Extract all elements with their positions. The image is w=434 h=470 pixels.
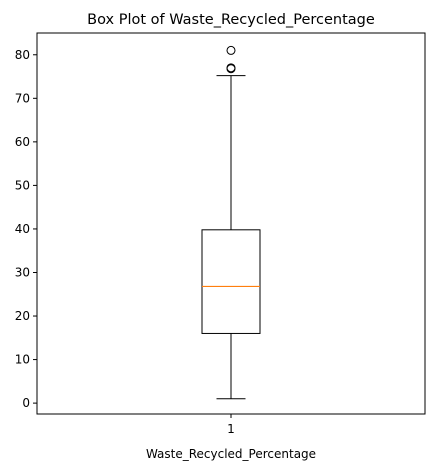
x-axis-label: Waste_Recycled_Percentage — [146, 447, 316, 461]
y-tick-label: 20 — [15, 309, 30, 323]
y-tick-label: 0 — [22, 396, 30, 410]
iqr-box — [201, 229, 261, 334]
x-tick-label: 1 — [227, 422, 235, 436]
y-tick-label: 80 — [15, 48, 30, 62]
y-tick-label: 60 — [15, 135, 30, 149]
y-tick-label: 70 — [15, 91, 30, 105]
y-tick-label: 50 — [15, 178, 30, 192]
box-series — [201, 45, 261, 400]
outlier-point — [226, 63, 236, 73]
y-tick-label: 40 — [15, 222, 30, 236]
y-tick-label: 10 — [15, 353, 30, 367]
x-axis: 1 — [227, 414, 235, 436]
y-axis: 0 10 20 30 40 50 60 70 80 — [15, 48, 37, 410]
chart-title: Box Plot of Waste_Recycled_Percentage — [87, 12, 375, 28]
outlier-point — [226, 45, 236, 55]
y-tick-label: 30 — [15, 265, 30, 279]
